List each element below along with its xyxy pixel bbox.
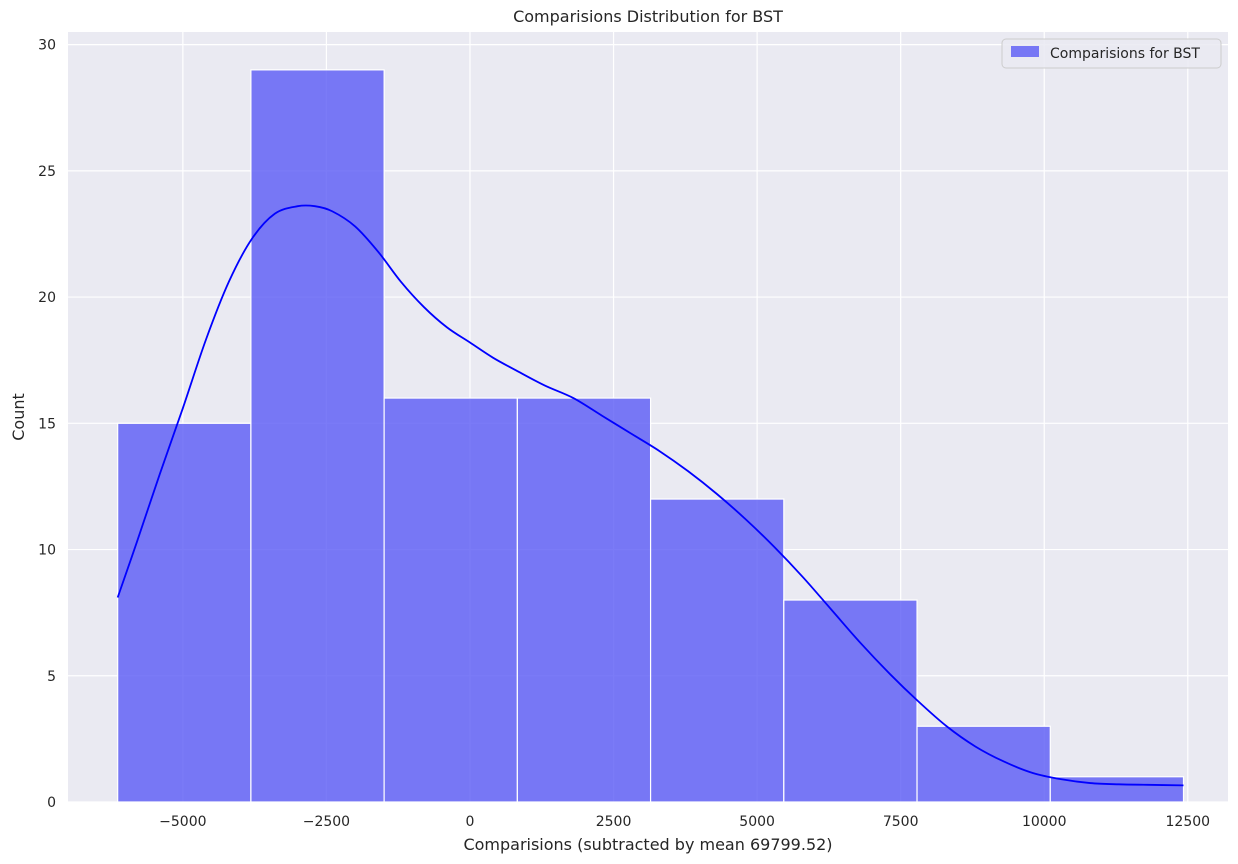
y-tick-label: 25 (38, 164, 56, 180)
legend: Comparisions for BST (1001, 38, 1222, 69)
x-axis-title: Comparisions (subtracted by mean 69799.5… (463, 835, 832, 854)
legend-box (1001, 38, 1222, 69)
x-tick-label: −5000 (159, 814, 206, 830)
y-tick-label: 10 (38, 543, 56, 559)
x-tick-label: 10000 (1022, 814, 1067, 830)
histogram-bar (649, 498, 785, 803)
histogram-bars (117, 69, 1185, 803)
histogram-bar (783, 599, 918, 803)
y-tick-label: 20 (38, 290, 56, 306)
histogram-bar (250, 69, 385, 803)
x-tick-label: 5000 (739, 814, 775, 830)
histogram-bar (916, 725, 1051, 803)
chart-title: Comparisions Distribution for BST (513, 7, 783, 26)
y-tick-label: 15 (38, 416, 56, 432)
y-tick-labels: 0 5 10 15 20 25 30 (38, 38, 56, 811)
x-tick-label: −2500 (303, 814, 350, 830)
histogram-bar (117, 422, 252, 803)
x-tick-label: 0 (466, 814, 475, 830)
x-tick-label: 12500 (1166, 814, 1211, 830)
kde-line (116, 204, 1184, 787)
legend-swatch (1011, 46, 1039, 57)
y-tick-label: 5 (47, 669, 56, 685)
histogram-bar (383, 397, 518, 803)
histogram-bar (516, 397, 652, 803)
x-tick-label: 2500 (596, 814, 632, 830)
y-axis-title: Count (9, 393, 28, 441)
y-tick-label: 0 (47, 795, 56, 811)
x-tick-labels: −5000 −2500 0 2500 5000 7500 10000 12500 (159, 814, 1210, 830)
y-tick-label: 30 (38, 38, 56, 54)
x-tick-label: 7500 (883, 814, 919, 830)
legend-label: Comparisions for BST (1050, 46, 1200, 62)
